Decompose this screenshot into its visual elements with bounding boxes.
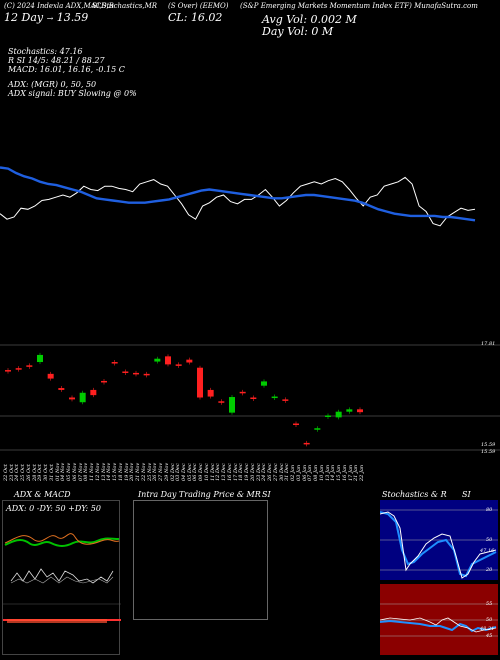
- candle-body: [250, 397, 257, 399]
- candle-body: [314, 428, 321, 430]
- avg-volume: Avg Vol: 0.002 M: [262, 13, 357, 26]
- stoch-level-mid: 50: [486, 617, 493, 623]
- candle-body: [175, 364, 182, 366]
- candle-body: [303, 442, 310, 445]
- candle-body: [5, 370, 11, 372]
- candle-body: [229, 397, 235, 413]
- candle-layer: [5, 352, 363, 447]
- candle-body: [58, 388, 65, 390]
- candle-body: [15, 368, 22, 370]
- price-axis-top: 17.81: [481, 341, 496, 347]
- candle-body: [79, 392, 86, 403]
- mr-panel-title: Intra Day Trading Price & MR: [138, 490, 261, 499]
- candle-body: [69, 397, 75, 400]
- adx-orange-line: [4, 533, 120, 545]
- adx-panel-title: ADX & MACD: [14, 490, 71, 499]
- candle-body: [154, 358, 161, 362]
- rsi-level-high: 80: [486, 507, 493, 513]
- price-series-line: [0, 176, 476, 227]
- candle-body: [207, 389, 214, 397]
- macd-histogram: [7, 619, 107, 623]
- adx-green-line: [4, 537, 120, 547]
- price-axis-bottom-b: 15.59: [481, 449, 496, 455]
- stoch-panel-title: Stochastics & R: [382, 490, 447, 499]
- candle-body: [261, 381, 267, 386]
- candle-body: [239, 391, 246, 394]
- rsi-current-value: 47.16: [480, 548, 495, 554]
- stoch-white-line: [380, 617, 497, 633]
- macd-readout: MACD: 16.01, 16.16, -0.15 C: [8, 65, 125, 74]
- adx-values: ADX: 0 -DY: 50 +DY: 50: [6, 504, 101, 513]
- candle-body: [197, 367, 203, 398]
- candle-body: [90, 389, 97, 396]
- candle-body: [293, 423, 299, 426]
- adx-white-line: [10, 568, 114, 584]
- stoch-blue-line: [380, 619, 497, 633]
- stoch-level-low: 45: [486, 633, 493, 639]
- close-price: CL: 16.02: [168, 11, 223, 24]
- rsi-white-line: [380, 511, 497, 579]
- mr-panel-si: SI: [262, 490, 271, 499]
- rsi-level-mid: 50: [486, 537, 493, 543]
- stoch-level-high: 55: [486, 601, 493, 607]
- header-symbol: (S Over) (EEMO): [168, 2, 229, 10]
- price-axis-bottom-a: 15.59: [481, 442, 496, 448]
- day-volume: Day Vol: 0 M: [262, 25, 334, 38]
- intraday-panel: [133, 500, 268, 620]
- stoch-panel-si: SI: [462, 490, 471, 499]
- candle-body: [335, 411, 342, 418]
- stochastics-readout: Stochastics: 47.16: [8, 47, 83, 56]
- moving-average-line: [0, 166, 476, 222]
- candle-body: [101, 380, 107, 383]
- header-indicators: SI,Stochastics,MR: [92, 2, 158, 10]
- stoch-panel-bg: [380, 584, 498, 655]
- adx-white-line-2: [10, 576, 114, 584]
- rsi-level-low: 20: [486, 567, 493, 573]
- header-copyright: (C) 2024 Indexla ADX,MACD,R: [4, 2, 114, 10]
- rsi-blue-line: [380, 511, 497, 578]
- rsi-readout: R SI 14/5: 48.21 / 88.27: [8, 56, 105, 65]
- candle-body: [271, 396, 278, 399]
- open-label: 12 Day → 13.59: [4, 11, 89, 24]
- candle-body: [325, 415, 331, 417]
- header-fund-name: (S&P Emerging Markets Momentum Index ETF…: [240, 2, 478, 10]
- candle-body: [346, 409, 353, 412]
- candle-body: [133, 372, 139, 375]
- candle-body: [218, 401, 225, 403]
- candle-body: [165, 356, 171, 365]
- date-tick: 22 Jan: [359, 464, 365, 481]
- candle-body: [143, 373, 150, 376]
- candle-body: [282, 399, 289, 401]
- candle-body: [37, 354, 43, 363]
- stoch-current-value: 48.21: [480, 626, 495, 632]
- candle-body: [26, 365, 33, 367]
- price-chart: [0, 166, 500, 451]
- adx-signal-readout: ADX signal: BUY Slowing @ 0%: [8, 89, 137, 98]
- stoch-rsi-panel: 80 50 20 47.16 55 50 45 48.21: [380, 500, 498, 655]
- adx-readout: ADX: (MGR) 0, 50, 50: [8, 80, 97, 89]
- candle-body: [357, 409, 363, 413]
- candle-body: [186, 359, 193, 363]
- adx-macd-panel: ADX: 0 -DY: 50 +DY: 50: [2, 500, 121, 655]
- price-line-layer: [0, 166, 476, 227]
- candle-body: [122, 371, 129, 373]
- candle-body: [47, 373, 54, 379]
- candle-body: [111, 362, 118, 364]
